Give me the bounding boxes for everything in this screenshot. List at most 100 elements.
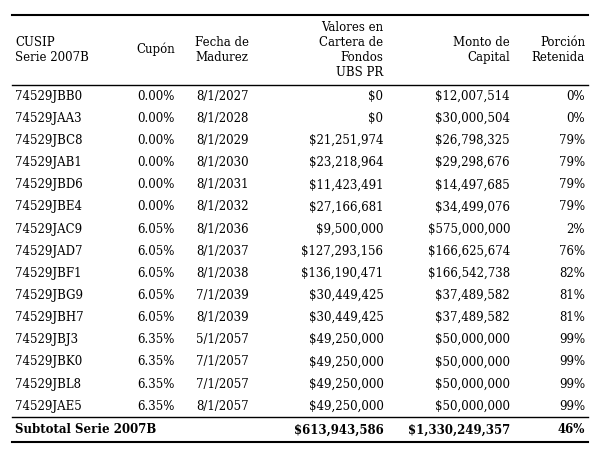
Text: $166,625,674: $166,625,674: [428, 245, 510, 258]
Text: $1,330,249,357: $1,330,249,357: [408, 423, 510, 437]
Text: 7/1/2057: 7/1/2057: [196, 355, 248, 368]
Text: 74529JAA3: 74529JAA3: [15, 112, 82, 125]
Text: $50,000,000: $50,000,000: [435, 333, 510, 346]
Text: $50,000,000: $50,000,000: [435, 378, 510, 390]
Text: 74529JBB0: 74529JBB0: [15, 90, 82, 103]
Text: 74529JBJ3: 74529JBJ3: [15, 333, 78, 346]
Text: 8/1/2030: 8/1/2030: [196, 156, 248, 169]
Text: 8/1/2057: 8/1/2057: [196, 400, 248, 413]
Text: 46%: 46%: [557, 423, 585, 437]
Text: 7/1/2039: 7/1/2039: [196, 289, 248, 302]
Text: 8/1/2027: 8/1/2027: [196, 90, 248, 103]
Text: 0.00%: 0.00%: [137, 90, 175, 103]
Text: 0.00%: 0.00%: [137, 112, 175, 125]
Text: $49,250,000: $49,250,000: [308, 400, 383, 413]
Text: 7/1/2057: 7/1/2057: [196, 378, 248, 390]
Text: 8/1/2036: 8/1/2036: [196, 223, 248, 236]
Text: 6.35%: 6.35%: [137, 378, 175, 390]
Text: 5/1/2057: 5/1/2057: [196, 333, 248, 346]
Text: $613,943,586: $613,943,586: [293, 423, 383, 437]
Text: 99%: 99%: [559, 355, 585, 368]
Text: $9,500,000: $9,500,000: [316, 223, 383, 236]
Text: 6.05%: 6.05%: [137, 267, 175, 280]
Text: 74529JBH7: 74529JBH7: [15, 311, 83, 324]
Text: CUSIP
Serie 2007B: CUSIP Serie 2007B: [15, 35, 89, 64]
Text: $49,250,000: $49,250,000: [308, 378, 383, 390]
Text: 99%: 99%: [559, 378, 585, 390]
Text: 8/1/2031: 8/1/2031: [196, 178, 248, 191]
Text: $49,250,000: $49,250,000: [308, 355, 383, 368]
Text: $37,489,582: $37,489,582: [436, 289, 510, 302]
Text: $23,218,964: $23,218,964: [309, 156, 383, 169]
Text: Fecha de
Madurez: Fecha de Madurez: [195, 35, 249, 64]
Text: $26,798,325: $26,798,325: [436, 134, 510, 147]
Text: 99%: 99%: [559, 400, 585, 413]
Text: 2%: 2%: [566, 223, 585, 236]
Text: 0.00%: 0.00%: [137, 201, 175, 213]
Text: 74529JAB1: 74529JAB1: [15, 156, 82, 169]
Text: $12,007,514: $12,007,514: [436, 90, 510, 103]
Text: $50,000,000: $50,000,000: [435, 400, 510, 413]
Text: 8/1/2029: 8/1/2029: [196, 134, 248, 147]
Text: 81%: 81%: [559, 289, 585, 302]
Text: 74529JBE4: 74529JBE4: [15, 201, 82, 213]
Text: 74529JBF1: 74529JBF1: [15, 267, 82, 280]
Text: 74529JBL8: 74529JBL8: [15, 378, 81, 390]
Text: 6.05%: 6.05%: [137, 223, 175, 236]
Text: $30,000,504: $30,000,504: [435, 112, 510, 125]
Text: 6.35%: 6.35%: [137, 333, 175, 346]
Text: $30,449,425: $30,449,425: [308, 311, 383, 324]
Text: 8/1/2037: 8/1/2037: [196, 245, 248, 258]
Text: $37,489,582: $37,489,582: [436, 311, 510, 324]
Text: $127,293,156: $127,293,156: [301, 245, 383, 258]
Text: $11,423,491: $11,423,491: [309, 178, 383, 191]
Text: $49,250,000: $49,250,000: [308, 333, 383, 346]
Text: 6.05%: 6.05%: [137, 311, 175, 324]
Text: 81%: 81%: [559, 311, 585, 324]
Text: $166,542,738: $166,542,738: [428, 267, 510, 280]
Text: Subtotal Serie 2007B: Subtotal Serie 2007B: [15, 423, 156, 437]
Text: 82%: 82%: [559, 267, 585, 280]
Text: 0.00%: 0.00%: [137, 178, 175, 191]
Text: 8/1/2028: 8/1/2028: [196, 112, 248, 125]
Text: 76%: 76%: [559, 245, 585, 258]
Text: $0: $0: [368, 112, 383, 125]
Text: 8/1/2039: 8/1/2039: [196, 311, 248, 324]
Text: $136,190,471: $136,190,471: [301, 267, 383, 280]
Text: 74529JBK0: 74529JBK0: [15, 355, 82, 368]
Text: 79%: 79%: [559, 201, 585, 213]
Text: 74529JBG9: 74529JBG9: [15, 289, 83, 302]
Text: $30,449,425: $30,449,425: [308, 289, 383, 302]
Text: $21,251,974: $21,251,974: [309, 134, 383, 147]
Text: 6.05%: 6.05%: [137, 289, 175, 302]
Text: $0: $0: [368, 90, 383, 103]
Text: $34,499,076: $34,499,076: [435, 201, 510, 213]
Text: 74529JAE5: 74529JAE5: [15, 400, 82, 413]
Text: 74529JAD7: 74529JAD7: [15, 245, 83, 258]
Text: 74529JBD6: 74529JBD6: [15, 178, 83, 191]
Text: 8/1/2032: 8/1/2032: [196, 201, 248, 213]
Text: 79%: 79%: [559, 134, 585, 147]
Text: 0%: 0%: [566, 90, 585, 103]
Text: 0%: 0%: [566, 112, 585, 125]
Text: Cupón: Cupón: [137, 43, 175, 56]
Text: 6.35%: 6.35%: [137, 355, 175, 368]
Text: 0.00%: 0.00%: [137, 134, 175, 147]
Text: 74529JBC8: 74529JBC8: [15, 134, 83, 147]
Text: Valores en
Cartera de
Fondos
UBS PR: Valores en Cartera de Fondos UBS PR: [319, 21, 383, 78]
Text: $14,497,685: $14,497,685: [436, 178, 510, 191]
Text: 74529JAC9: 74529JAC9: [15, 223, 82, 236]
Text: 6.35%: 6.35%: [137, 400, 175, 413]
Text: $27,166,681: $27,166,681: [309, 201, 383, 213]
Text: 99%: 99%: [559, 333, 585, 346]
Text: Porción
Retenida: Porción Retenida: [532, 35, 585, 64]
Text: 79%: 79%: [559, 156, 585, 169]
Text: Monto de
Capital: Monto de Capital: [454, 35, 510, 64]
Text: 6.05%: 6.05%: [137, 245, 175, 258]
Text: 79%: 79%: [559, 178, 585, 191]
Text: $50,000,000: $50,000,000: [435, 355, 510, 368]
Text: 0.00%: 0.00%: [137, 156, 175, 169]
Text: $29,298,676: $29,298,676: [436, 156, 510, 169]
Text: 8/1/2038: 8/1/2038: [196, 267, 248, 280]
Text: $575,000,000: $575,000,000: [428, 223, 510, 236]
